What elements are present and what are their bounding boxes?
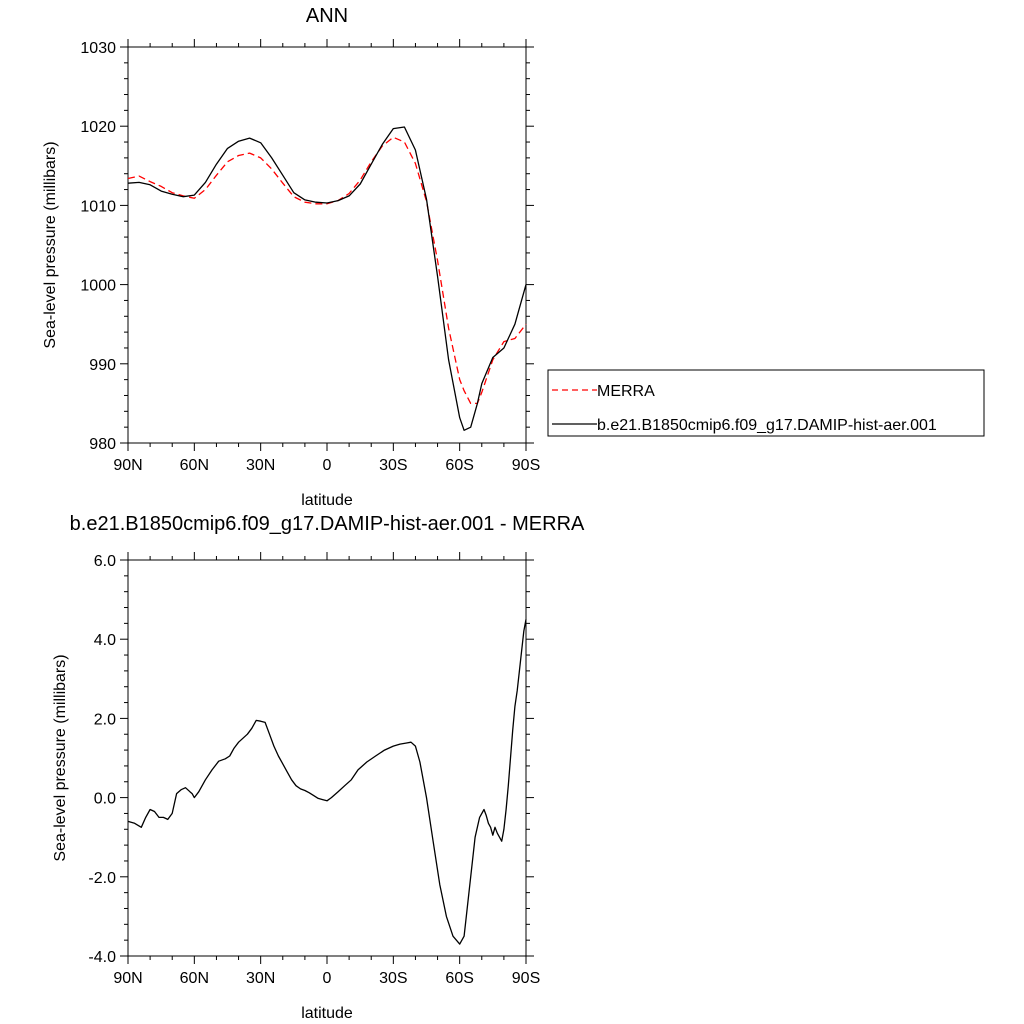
top-panel: ANN 980 990 1000 1010 1020 1030 90N 60N 30N 0 30S 6… (42, 5, 985, 509)
top-chart-title: ANN (306, 5, 348, 27)
top-series-line-b-e21-b1850cmip6-f09-g17-damip-hist-aer-001 (127, 126, 527, 431)
top-y-tick-label: 1010 (80, 198, 116, 215)
bottom-x-tick-label: 30N (246, 970, 275, 987)
bottom-x-tick-label: 60N (180, 970, 209, 987)
bottom-y-tick-label: -2.0 (88, 870, 116, 887)
bottom-chart-title: b.e21.B1850cmip6.f09_g17.DAMIP-hist-aer.… (70, 513, 585, 535)
bottom-y-tick-label: 4.0 (94, 632, 116, 649)
top-y-tick-label: 990 (89, 357, 116, 374)
top-x-tick-label: 90S (512, 457, 540, 474)
top-x-tick-label: 30N (246, 457, 275, 474)
top-x-tick-label: 90N (113, 457, 142, 474)
bottom-panel: b.e21.B1850cmip6.f09_g17.DAMIP-hist-aer.… (52, 513, 585, 1022)
legend-box (547, 369, 985, 437)
bottom-x-tick-label: 90S (512, 970, 540, 987)
bottom-axes: -4.0 -2.0 0.0 2.0 4.0 6.0 90N 60N 30N 0 30S 60S 90S (88, 552, 540, 987)
bottom-x-tick-label: 90N (113, 970, 142, 987)
top-y-tick-label: 980 (89, 436, 116, 453)
bottom-y-axis-label: Sea-level pressure (millibars) (52, 654, 69, 861)
top-series-group (127, 126, 527, 431)
bottom-y-tick-label: 2.0 (94, 711, 116, 728)
top-plot-frame (127, 46, 527, 444)
top-x-axis-label: latitude (301, 492, 353, 509)
top-legend: MERRA b.e21.B1850cmip6.f09_g17.DAMIP-his… (547, 369, 985, 437)
bottom-y-tick-label: 6.0 (94, 553, 116, 570)
legend-label-merra: MERRA (597, 383, 655, 400)
top-y-tick-label: 1000 (80, 278, 116, 295)
bottom-x-tick-label: 60S (445, 970, 473, 987)
bottom-plot-frame (127, 559, 527, 957)
top-series-line-merra (127, 136, 527, 405)
top-y-axis-label: Sea-level pressure (millibars) (42, 141, 59, 348)
bottom-series-line-difference (127, 619, 527, 945)
top-x-tick-label: 60N (180, 457, 209, 474)
bottom-y-tick-label: 0.0 (94, 791, 116, 808)
bottom-y-tick-label: -4.0 (88, 949, 116, 966)
top-x-tick-label: 0 (323, 457, 332, 474)
legend-label-model: b.e21.B1850cmip6.f09_g17.DAMIP-hist-aer.… (597, 417, 937, 434)
top-axes: 980 990 1000 1010 1020 1030 90N 60N 30N 0 30S 60S 90… (80, 39, 540, 474)
top-y-tick-label: 1020 (80, 119, 116, 136)
bottom-series-group (127, 619, 527, 945)
top-x-tick-label: 30S (379, 457, 407, 474)
top-y-tick-label: 1030 (80, 40, 116, 57)
bottom-x-tick-label: 30S (379, 970, 407, 987)
top-x-tick-label: 60S (445, 457, 473, 474)
bottom-x-tick-label: 0 (323, 970, 332, 987)
bottom-x-axis-label: latitude (301, 1005, 353, 1022)
